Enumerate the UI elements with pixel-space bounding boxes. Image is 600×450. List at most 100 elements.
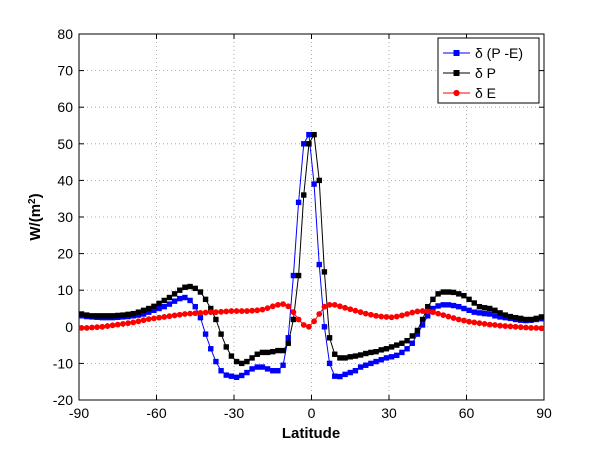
data-point-dp bbox=[538, 314, 545, 320]
data-point-de bbox=[342, 304, 348, 311]
data-point-de bbox=[269, 303, 276, 310]
data-point-dpe bbox=[321, 324, 328, 330]
data-point-de bbox=[94, 324, 100, 331]
data-point-dp bbox=[244, 358, 250, 365]
data-point-dp bbox=[368, 349, 374, 356]
legend-marker-dp bbox=[453, 70, 460, 76]
series-de bbox=[78, 301, 545, 332]
data-point-de bbox=[89, 324, 95, 331]
data-point-de bbox=[435, 310, 441, 317]
x-tick-label: -30 bbox=[224, 405, 244, 421]
data-point-dp bbox=[306, 141, 312, 147]
data-point-dp bbox=[280, 347, 286, 354]
data-point-dpe bbox=[347, 369, 353, 376]
data-point-de bbox=[445, 313, 452, 320]
data-point-de bbox=[83, 324, 90, 331]
data-point-dp bbox=[409, 333, 415, 339]
x-tick-label: 60 bbox=[459, 405, 475, 421]
data-point-dp bbox=[202, 296, 209, 303]
data-point-de bbox=[357, 309, 364, 316]
data-point-de bbox=[207, 309, 214, 316]
data-point-de bbox=[166, 313, 173, 320]
data-point-dp bbox=[430, 296, 436, 303]
data-point-dpe bbox=[481, 310, 488, 317]
data-point-dp bbox=[399, 340, 405, 346]
data-point-dpe bbox=[208, 346, 214, 352]
data-point-de bbox=[455, 316, 462, 323]
data-point-de bbox=[331, 301, 338, 308]
data-point-dpe bbox=[357, 364, 364, 370]
data-point-dp bbox=[487, 305, 493, 312]
data-point-dp bbox=[94, 313, 100, 319]
data-point-dp bbox=[78, 311, 85, 317]
data-point-dp bbox=[497, 310, 503, 316]
data-point-dp bbox=[84, 312, 90, 318]
data-point-de bbox=[254, 307, 261, 314]
data-point-dp bbox=[435, 291, 441, 297]
data-point-de bbox=[347, 306, 354, 313]
data-point-de bbox=[182, 311, 188, 317]
data-point-de bbox=[507, 323, 514, 330]
data-point-dpe bbox=[326, 360, 333, 367]
data-point-de bbox=[156, 314, 162, 321]
data-point-de bbox=[213, 309, 219, 316]
data-point-de bbox=[321, 303, 328, 310]
data-point-dp bbox=[249, 355, 255, 361]
y-tick-label: 70 bbox=[57, 63, 73, 79]
data-point-de bbox=[244, 308, 250, 314]
data-point-de bbox=[233, 308, 240, 314]
data-point-dpe bbox=[187, 297, 193, 304]
data-point-de bbox=[517, 324, 524, 331]
data-point-dp bbox=[218, 331, 224, 337]
data-point-de bbox=[471, 319, 478, 326]
x-tick-label: 90 bbox=[536, 405, 552, 421]
data-point-de bbox=[78, 324, 85, 331]
data-point-dpe bbox=[202, 331, 209, 337]
data-point-dp bbox=[476, 303, 483, 310]
data-point-de bbox=[295, 316, 302, 323]
data-point-de bbox=[450, 315, 457, 321]
data-point-de bbox=[419, 308, 426, 314]
data-point-dpe bbox=[171, 298, 178, 304]
x-tick-label: 0 bbox=[308, 405, 316, 421]
data-point-de bbox=[383, 314, 390, 320]
data-point-dp bbox=[192, 285, 198, 292]
data-point-de bbox=[316, 311, 323, 317]
data-point-dp bbox=[383, 346, 390, 352]
data-point-dp bbox=[481, 305, 488, 311]
data-point-dp bbox=[337, 355, 343, 361]
data-point-dp bbox=[445, 289, 452, 295]
data-point-de bbox=[414, 308, 421, 315]
data-point-de bbox=[481, 320, 488, 327]
data-point-dpe bbox=[285, 335, 291, 341]
data-point-de bbox=[424, 308, 431, 315]
data-point-dp bbox=[120, 312, 126, 318]
data-point-dpe bbox=[239, 372, 245, 379]
data-point-de bbox=[135, 318, 142, 325]
data-point-dp bbox=[89, 313, 95, 319]
data-point-dpe bbox=[492, 313, 498, 319]
data-point-de bbox=[492, 322, 498, 328]
data-point-de bbox=[259, 306, 266, 313]
data-point-dpe bbox=[233, 374, 240, 381]
data-point-de bbox=[223, 308, 230, 315]
data-point-de bbox=[486, 321, 493, 328]
data-point-dp bbox=[311, 131, 317, 138]
data-point-dp bbox=[228, 353, 235, 359]
data-point-dpe bbox=[378, 357, 384, 363]
data-point-dp bbox=[373, 348, 379, 355]
data-point-dpe bbox=[213, 358, 219, 365]
data-point-dp bbox=[419, 316, 426, 323]
y-tick-label: -10 bbox=[53, 355, 73, 371]
data-point-dp bbox=[466, 296, 472, 303]
y-axis-label: W/(m2) bbox=[27, 193, 45, 240]
data-point-dp bbox=[135, 309, 142, 315]
data-point-dp bbox=[223, 344, 229, 350]
data-point-dp bbox=[104, 313, 111, 319]
data-point-de bbox=[109, 322, 116, 329]
data-point-dpe bbox=[363, 362, 369, 368]
data-point-dpe bbox=[166, 301, 173, 307]
data-point-de bbox=[104, 323, 111, 329]
data-point-dp bbox=[166, 294, 173, 301]
y-axis-label-base: W/(m bbox=[27, 204, 44, 241]
